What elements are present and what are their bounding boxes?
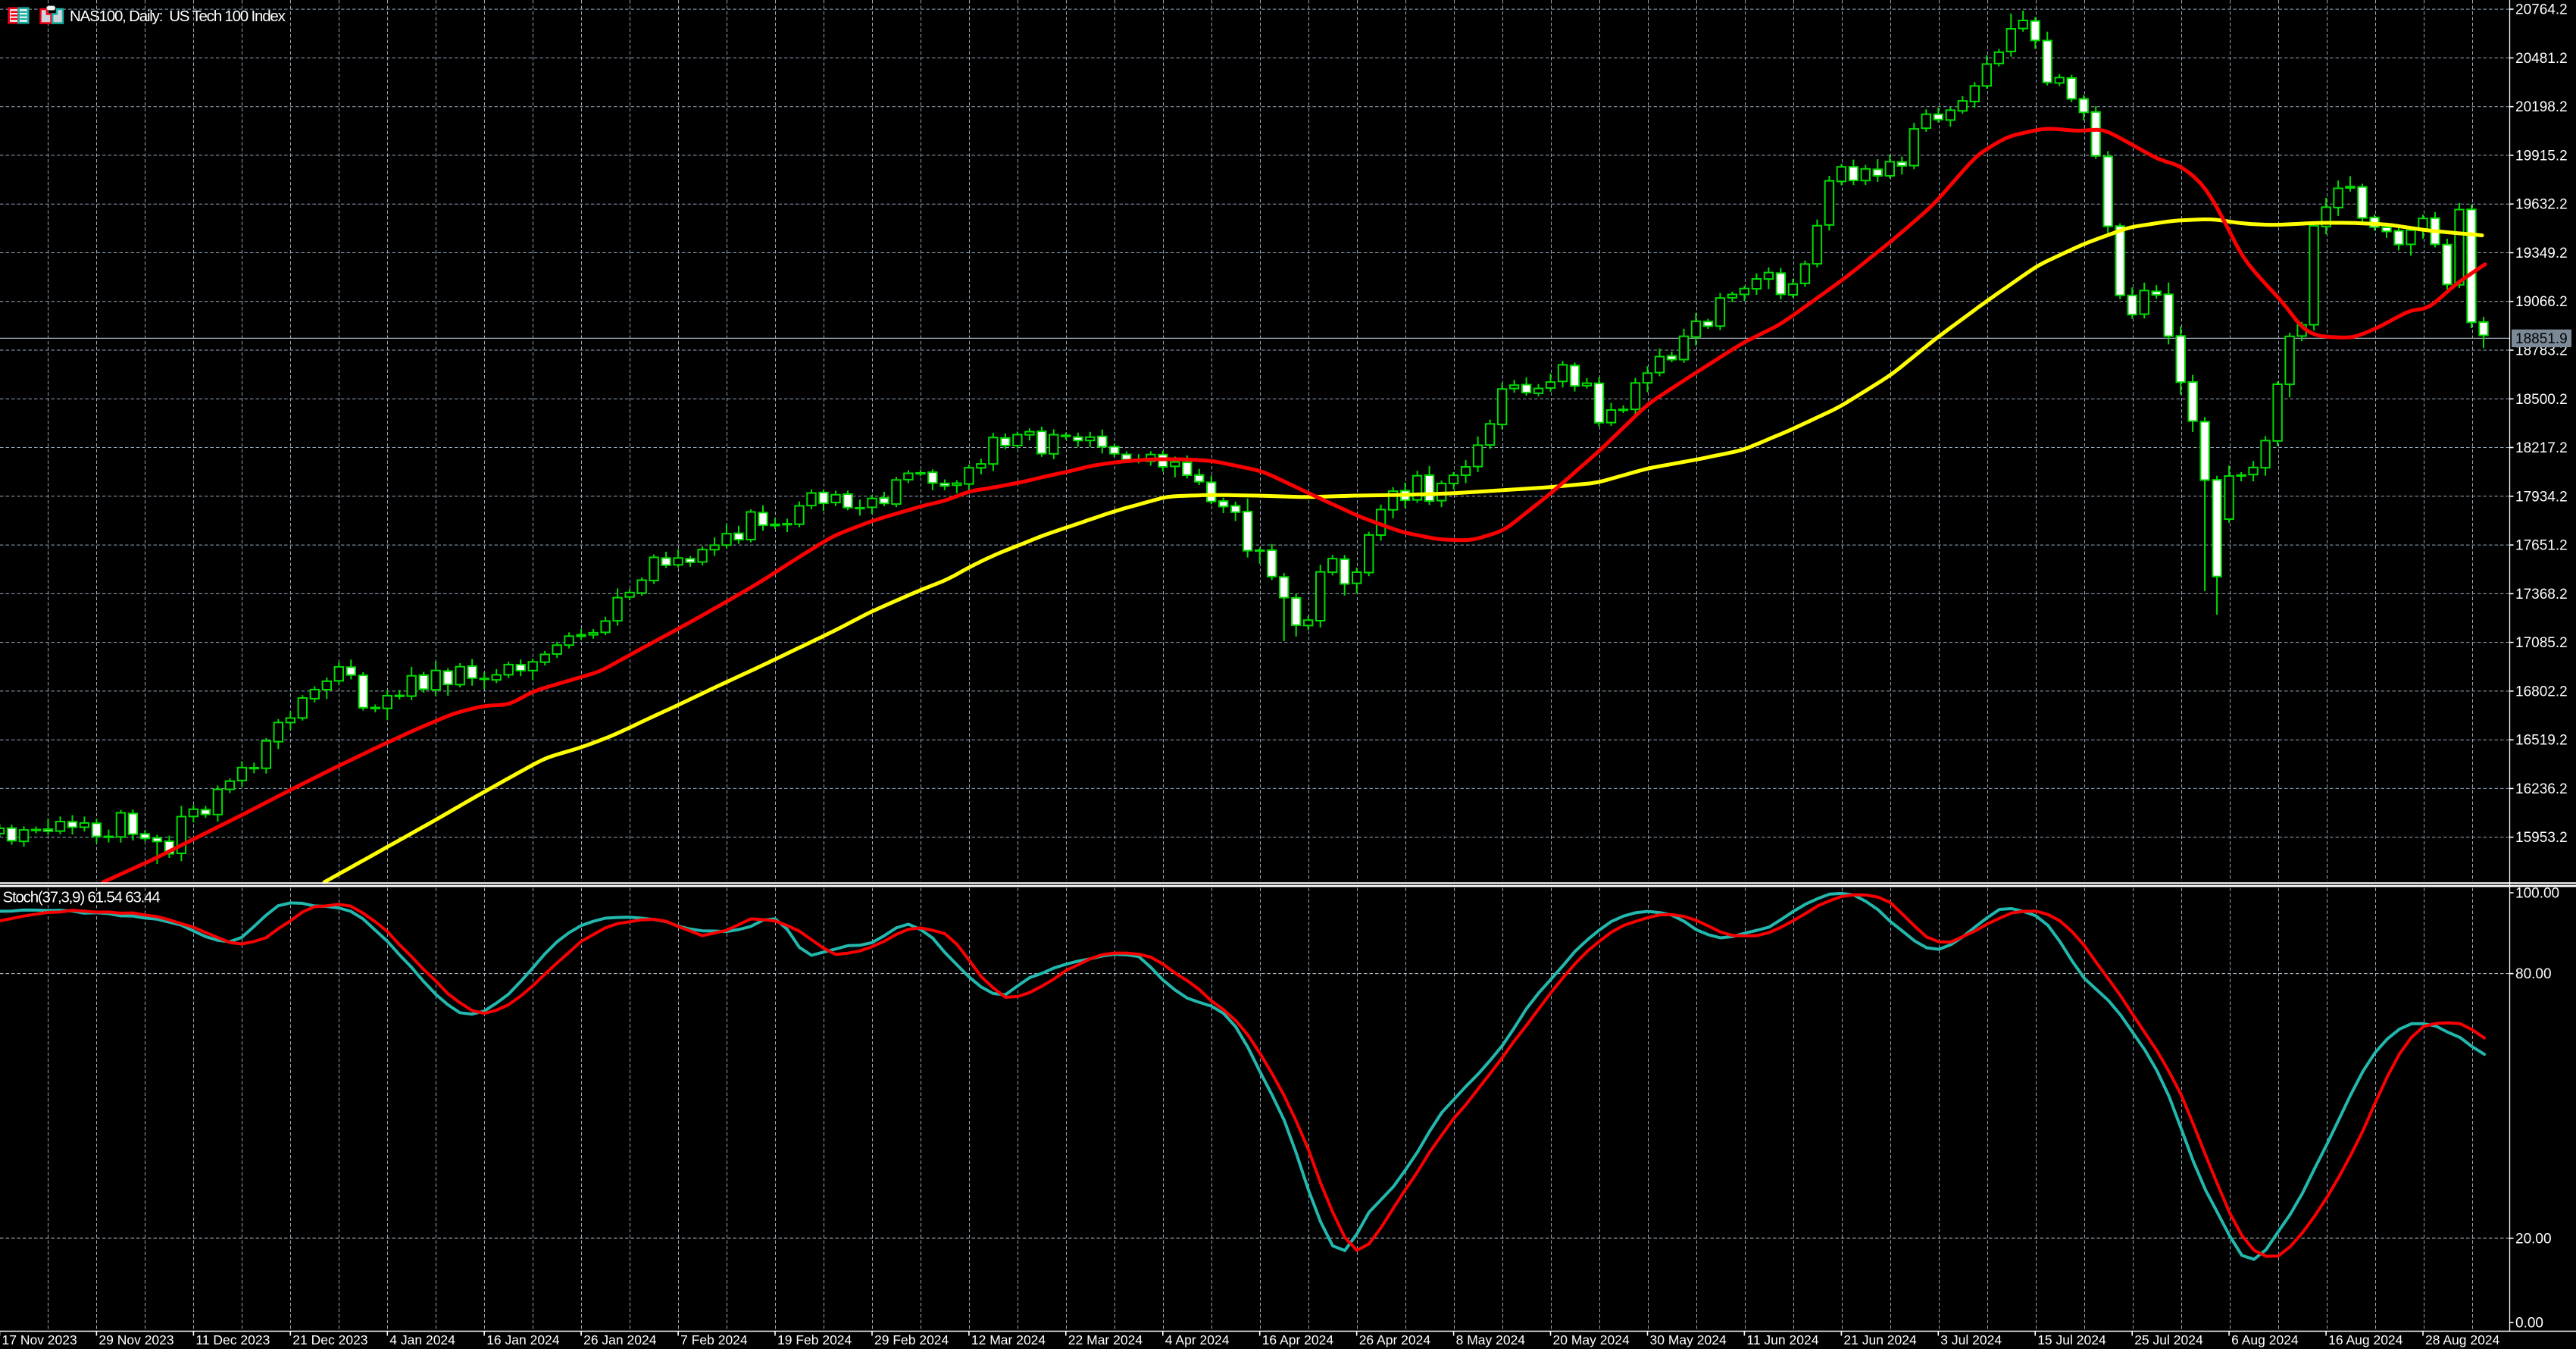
svg-text:3 Jul 2024: 3 Jul 2024 [1940, 1332, 2002, 1347]
svg-text:80.00: 80.00 [2515, 966, 2552, 982]
svg-text:20198.2: 20198.2 [2515, 99, 2568, 115]
svg-text:19915.2: 19915.2 [2515, 148, 2568, 164]
svg-text:20.00: 20.00 [2515, 1231, 2552, 1247]
svg-text:19632.2: 19632.2 [2515, 197, 2568, 213]
svg-text:16802.2: 16802.2 [2515, 684, 2568, 700]
svg-text:19066.2: 19066.2 [2515, 294, 2568, 310]
svg-text:21 Jun 2024: 21 Jun 2024 [1843, 1332, 1917, 1347]
svg-text:17651.2: 17651.2 [2515, 538, 2568, 554]
svg-text:19349.2: 19349.2 [2515, 246, 2568, 261]
svg-text:26 Apr 2024: 26 Apr 2024 [1359, 1332, 1431, 1347]
svg-text:17 Nov 2023: 17 Nov 2023 [2, 1332, 77, 1347]
svg-text:16 Jan 2024: 16 Jan 2024 [486, 1332, 560, 1347]
svg-text:6 Aug 2024: 6 Aug 2024 [2231, 1332, 2299, 1347]
svg-text:18851.9: 18851.9 [2515, 331, 2568, 347]
svg-text:20764.2: 20764.2 [2515, 2, 2568, 18]
svg-text:26 Jan 2024: 26 Jan 2024 [583, 1332, 657, 1347]
svg-text:21 Dec 2023: 21 Dec 2023 [292, 1332, 367, 1347]
svg-text:19 Feb 2024: 19 Feb 2024 [777, 1332, 852, 1347]
svg-text:17368.2: 17368.2 [2515, 587, 2568, 603]
svg-text:25 Jul 2024: 25 Jul 2024 [2134, 1332, 2203, 1347]
svg-text:17085.2: 17085.2 [2515, 635, 2568, 651]
svg-text:16519.2: 16519.2 [2515, 733, 2568, 749]
svg-text:18500.2: 18500.2 [2515, 392, 2568, 408]
svg-text:15953.2: 15953.2 [2515, 830, 2568, 846]
svg-text:17934.2: 17934.2 [2515, 489, 2568, 505]
svg-text:7 Feb 2024: 7 Feb 2024 [680, 1332, 748, 1347]
svg-text:16 Apr 2024: 16 Apr 2024 [1262, 1332, 1334, 1347]
svg-text:Stoch(37,3,9) 61.54 63.44: Stoch(37,3,9) 61.54 63.44 [3, 889, 161, 906]
svg-text:16 Aug 2024: 16 Aug 2024 [2328, 1332, 2403, 1347]
svg-text:20 May 2024: 20 May 2024 [1553, 1332, 1630, 1347]
svg-text:11 Jun 2024: 11 Jun 2024 [1746, 1332, 1818, 1347]
svg-text:29 Nov 2023: 29 Nov 2023 [98, 1332, 174, 1347]
svg-text:4 Apr 2024: 4 Apr 2024 [1165, 1332, 1230, 1347]
svg-text:100.00: 100.00 [2515, 886, 2559, 902]
svg-text:18217.2: 18217.2 [2515, 440, 2568, 456]
svg-text:8 May 2024: 8 May 2024 [1456, 1332, 1526, 1347]
svg-text:28 Aug 2024: 28 Aug 2024 [2425, 1332, 2500, 1347]
svg-text:29 Feb 2024: 29 Feb 2024 [874, 1332, 949, 1347]
svg-text:15 Jul 2024: 15 Jul 2024 [2037, 1332, 2106, 1347]
svg-text:22 Mar 2024: 22 Mar 2024 [1068, 1332, 1143, 1347]
svg-text:4 Jan 2024: 4 Jan 2024 [389, 1332, 455, 1347]
svg-text:12 Mar 2024: 12 Mar 2024 [971, 1332, 1046, 1347]
svg-text:30 May 2024: 30 May 2024 [1650, 1332, 1727, 1347]
svg-text:20481.2: 20481.2 [2515, 51, 2568, 67]
svg-text:16236.2: 16236.2 [2515, 781, 2568, 797]
svg-text:0.00: 0.00 [2515, 1316, 2543, 1332]
svg-text:NAS100, Daily: US Tech 100 In: NAS100, Daily: US Tech 100 Index [70, 8, 286, 25]
svg-text:11 Dec 2023: 11 Dec 2023 [195, 1332, 270, 1347]
